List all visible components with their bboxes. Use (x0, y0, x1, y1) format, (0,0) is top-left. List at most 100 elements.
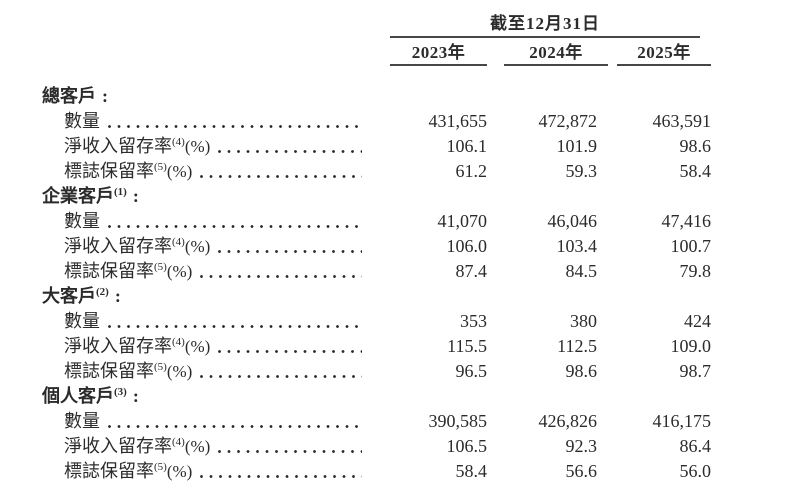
dot-leader (200, 275, 362, 278)
value-cell-2024年: 426,826 (538, 411, 598, 431)
customer-metrics-table: 總客戶: 數量 431,655 472,872 463,591 淨收入留存率(4)(%) 1… (42, 84, 711, 484)
row-label: 數量 (64, 211, 100, 231)
row-label: 數量 (64, 111, 100, 131)
section-header-row: 大客戶(2): (42, 284, 711, 309)
metric-row: 數量 431,655 472,872 463,591 (42, 109, 711, 134)
value-cell-2025年: 98.6 (679, 136, 712, 156)
footnote-ref: (4) (172, 336, 185, 348)
value-cell-2023年: 106.0 (446, 236, 488, 256)
value-cell-2024年: 92.3 (565, 436, 598, 456)
dot-leader (218, 150, 362, 153)
section-header-row: 總客戶: (42, 84, 711, 109)
unit-suffix: (%) (184, 237, 211, 256)
footnote-ref: (4) (172, 236, 185, 248)
value-cell-2024年: 84.5 (565, 261, 598, 281)
value-cell-2024年: 472,872 (538, 111, 598, 131)
period-header: 截至12月31日 (390, 13, 700, 38)
value-cell-2023年: 96.5 (455, 361, 488, 381)
row-label: 企業客戶(1): (42, 186, 139, 206)
value-cell-2023年: 106.1 (446, 136, 488, 156)
value-cell-2023年: 390,585 (428, 411, 488, 431)
value-cell-2025年: 56.0 (679, 461, 712, 481)
dot-leader (218, 450, 362, 453)
value-cell-2024年: 103.4 (556, 236, 598, 256)
dot-leader (108, 225, 362, 228)
footnote-ref: (5) (154, 461, 167, 473)
row-label: 大客戶(2): (42, 286, 121, 306)
section-header-row: 個人客戶(3): (42, 384, 711, 409)
column-header-2023: 2023年 (390, 43, 487, 66)
value-cell-2024年: 56.6 (565, 461, 598, 481)
dot-leader (108, 425, 362, 428)
dot-leader (218, 250, 362, 253)
value-cell-2025年: 58.4 (679, 161, 712, 181)
dot-leader (108, 125, 362, 128)
row-label: 標誌保留率(5)(%) (64, 461, 193, 481)
metric-row: 數量 353 380 424 (42, 309, 711, 334)
metric-row: 淨收入留存率(4)(%) 115.5 112.5 109.0 (42, 334, 711, 359)
footnote-ref: (2) (96, 286, 109, 298)
footnote-ref: (3) (114, 386, 127, 398)
column-header-2025: 2025年 (617, 43, 711, 66)
unit-suffix: (%) (184, 437, 211, 456)
value-cell-2023年: 87.4 (455, 261, 488, 281)
metric-row: 數量 41,070 46,046 47,416 (42, 209, 711, 234)
value-cell-2023年: 431,655 (428, 111, 488, 131)
value-cell-2023年: 106.5 (446, 436, 488, 456)
metric-row: 數量 390,585 426,826 416,175 (42, 409, 711, 434)
value-cell-2024年: 98.6 (565, 361, 598, 381)
footnote-ref: (1) (114, 186, 127, 198)
metric-row: 標誌保留率(5)(%) 61.2 59.3 58.4 (42, 159, 711, 184)
value-cell-2023年: 353 (460, 311, 487, 331)
row-label: 個人客戶(3): (42, 386, 139, 406)
unit-suffix: (%) (184, 337, 211, 356)
value-cell-2023年: 41,070 (437, 211, 488, 231)
unit-suffix: (%) (184, 137, 211, 156)
value-cell-2023年: 58.4 (455, 461, 488, 481)
unit-suffix: (%) (166, 362, 193, 381)
section-colon: : (114, 286, 121, 306)
dot-leader (200, 475, 362, 478)
value-cell-2023年: 61.2 (455, 161, 488, 181)
section-colon: : (102, 86, 108, 106)
footnote-ref: (5) (154, 361, 167, 373)
section-header-row: 企業客戶(1): (42, 184, 711, 209)
value-cell-2025年: 109.0 (670, 336, 712, 356)
footnote-ref: (5) (154, 161, 167, 173)
value-cell-2024年: 112.5 (557, 336, 597, 356)
row-label: 淨收入留存率(4)(%) (64, 236, 211, 256)
metric-row: 淨收入留存率(4)(%) 106.1 101.9 98.6 (42, 134, 711, 159)
footnote-ref: (4) (172, 436, 185, 448)
metric-row: 淨收入留存率(4)(%) 106.0 103.4 100.7 (42, 234, 711, 259)
value-cell-2023年: 115.5 (447, 336, 487, 356)
row-label: 標誌保留率(5)(%) (64, 161, 193, 181)
unit-suffix: (%) (166, 262, 193, 281)
value-cell-2024年: 101.9 (556, 136, 598, 156)
footnote-ref: (5) (154, 261, 167, 273)
dot-leader (108, 325, 362, 328)
dot-leader (200, 375, 362, 378)
value-cell-2025年: 47,416 (661, 211, 712, 231)
section-colon: : (132, 386, 139, 406)
value-cell-2025年: 424 (684, 311, 711, 331)
section-colon: : (132, 186, 139, 206)
footnote-ref: (4) (172, 136, 185, 148)
metric-row: 標誌保留率(5)(%) 96.5 98.6 98.7 (42, 359, 711, 384)
metric-row: 標誌保留率(5)(%) 58.4 56.6 56.0 (42, 459, 711, 484)
row-label: 淨收入留存率(4)(%) (64, 136, 211, 156)
value-cell-2025年: 100.7 (670, 236, 712, 256)
value-cell-2025年: 79.8 (679, 261, 712, 281)
row-label: 數量 (64, 411, 100, 431)
unit-suffix: (%) (166, 462, 193, 481)
value-cell-2024年: 59.3 (565, 161, 598, 181)
value-cell-2024年: 380 (570, 311, 597, 331)
row-label: 淨收入留存率(4)(%) (64, 336, 211, 356)
dot-leader (218, 350, 362, 353)
metric-row: 標誌保留率(5)(%) 87.4 84.5 79.8 (42, 259, 711, 284)
value-cell-2025年: 98.7 (679, 361, 712, 381)
column-header-2024: 2024年 (504, 43, 608, 66)
value-cell-2025年: 416,175 (652, 411, 712, 431)
row-label: 標誌保留率(5)(%) (64, 261, 193, 281)
dot-leader (200, 175, 362, 178)
